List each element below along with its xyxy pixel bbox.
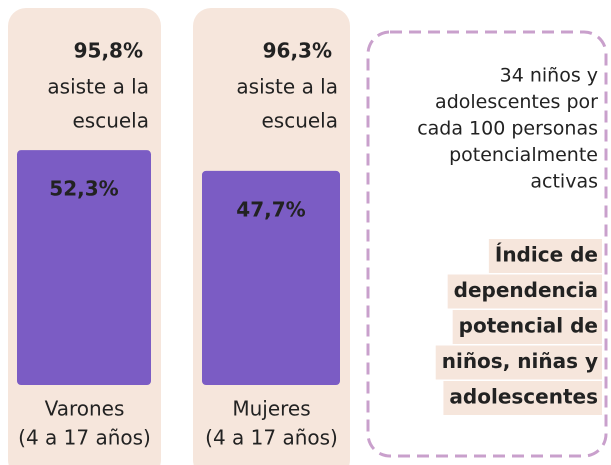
- highlight: [435, 345, 602, 380]
- highlight: [443, 381, 602, 415]
- group: Varones: [45, 397, 125, 421]
- note-title: dependencia: [454, 278, 598, 302]
- age: (4 a 17 años): [18, 426, 151, 450]
- bar: [202, 170, 340, 385]
- note-text: activas: [530, 171, 598, 193]
- attendance-text: escuela: [72, 109, 149, 133]
- group: Mujeres: [232, 397, 310, 421]
- attendance-text: escuela: [261, 109, 338, 133]
- bar-label: 52,3%: [49, 177, 118, 201]
- highlight: [488, 239, 602, 273]
- bar: [17, 150, 151, 385]
- attendance: 96,3%: [263, 39, 332, 63]
- note-title: potencial de: [459, 314, 598, 338]
- highlight: [452, 310, 602, 344]
- attendance-text: asiste a la: [236, 75, 338, 99]
- highlight: [447, 274, 602, 309]
- note-text: potencialmente: [449, 144, 598, 166]
- attendance: 95,8%: [74, 39, 143, 63]
- note-title: niños, niñas y: [442, 349, 598, 373]
- note-title: adolescentes: [449, 385, 598, 409]
- bar-label: 47,7%: [236, 197, 305, 221]
- note-text: cada 100 personas: [417, 118, 598, 140]
- note-text: 34 niños y: [500, 65, 598, 87]
- attendance-text: asiste a la: [47, 75, 149, 99]
- age: (4 a 17 años): [205, 426, 338, 450]
- note-frame: [366, 30, 608, 458]
- note-text: adolescentes por: [435, 91, 598, 113]
- note-title: Índice de: [495, 243, 598, 267]
